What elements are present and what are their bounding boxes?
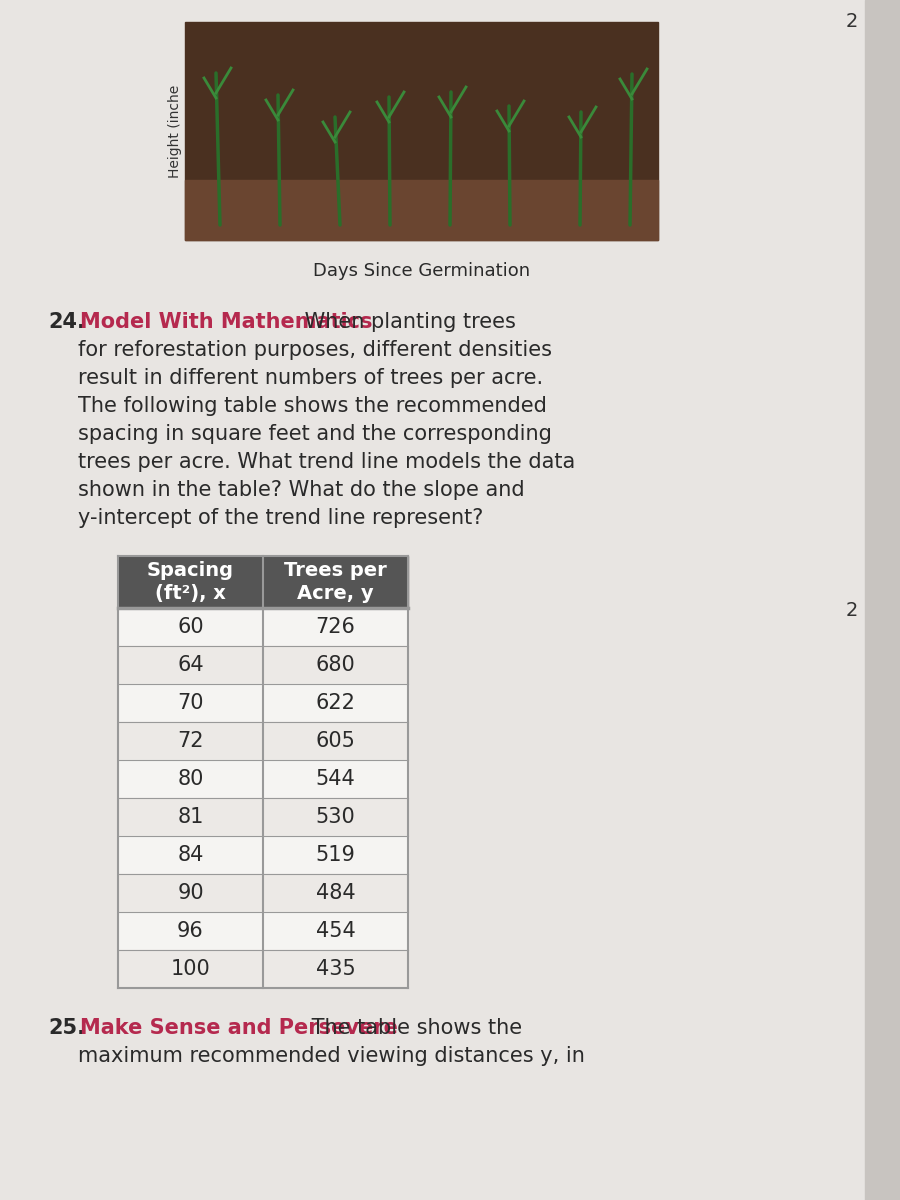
- Bar: [263, 950, 408, 988]
- Bar: [263, 836, 408, 874]
- Bar: [118, 760, 263, 798]
- Text: shown in the table? What do the slope and: shown in the table? What do the slope an…: [78, 480, 525, 500]
- Text: Height (inche: Height (inche: [168, 84, 182, 178]
- Text: The following table shows the recommended: The following table shows the recommende…: [78, 396, 547, 416]
- Text: result in different numbers of trees per acre.: result in different numbers of trees per…: [78, 368, 543, 388]
- Bar: [118, 912, 263, 950]
- Bar: [185, 22, 658, 240]
- Text: Trees per
Acre, y: Trees per Acre, y: [284, 560, 387, 604]
- Text: 64: 64: [177, 655, 203, 674]
- Text: 680: 680: [316, 655, 356, 674]
- Bar: [263, 608, 408, 646]
- Text: When planting trees: When planting trees: [298, 312, 516, 332]
- Text: 60: 60: [177, 617, 203, 637]
- Bar: [263, 760, 408, 798]
- Text: 2: 2: [846, 600, 858, 619]
- Text: 72: 72: [177, 731, 203, 751]
- Text: 84: 84: [177, 845, 203, 865]
- Text: 25.: 25.: [48, 1018, 85, 1038]
- Bar: [263, 722, 408, 760]
- Text: 81: 81: [177, 806, 203, 827]
- Text: Model With Mathematics: Model With Mathematics: [80, 312, 373, 332]
- Bar: [118, 874, 263, 912]
- Text: 100: 100: [171, 959, 211, 979]
- Text: maximum recommended viewing distances y, in: maximum recommended viewing distances y,…: [78, 1046, 585, 1066]
- Text: 96: 96: [177, 922, 204, 941]
- Bar: [118, 646, 263, 684]
- Bar: [263, 874, 408, 912]
- Text: y-intercept of the trend line represent?: y-intercept of the trend line represent?: [78, 508, 483, 528]
- Text: 2: 2: [846, 12, 858, 31]
- Text: 519: 519: [316, 845, 356, 865]
- Bar: [118, 950, 263, 988]
- Bar: [263, 684, 408, 722]
- Text: The table shows the: The table shows the: [305, 1018, 522, 1038]
- Bar: [263, 646, 408, 684]
- Text: 454: 454: [316, 922, 356, 941]
- Bar: [118, 684, 263, 722]
- Text: 622: 622: [316, 692, 356, 713]
- Text: trees per acre. What trend line models the data: trees per acre. What trend line models t…: [78, 452, 575, 472]
- Text: for reforestation purposes, different densities: for reforestation purposes, different de…: [78, 340, 552, 360]
- Bar: [118, 722, 263, 760]
- Text: Spacing
(ft²), x: Spacing (ft²), x: [147, 560, 234, 604]
- Text: 484: 484: [316, 883, 356, 902]
- Text: Days Since Germination: Days Since Germination: [313, 262, 530, 280]
- Bar: [118, 556, 263, 608]
- Bar: [263, 912, 408, 950]
- Bar: [865, 0, 900, 1200]
- Text: 435: 435: [316, 959, 356, 979]
- Text: 605: 605: [316, 731, 356, 751]
- Bar: [118, 798, 263, 836]
- Text: 70: 70: [177, 692, 203, 713]
- Text: 726: 726: [316, 617, 356, 637]
- Bar: [118, 836, 263, 874]
- Bar: [263, 556, 408, 608]
- Text: 80: 80: [177, 769, 203, 790]
- Bar: [263, 798, 408, 836]
- Bar: [185, 180, 658, 240]
- Bar: [118, 608, 263, 646]
- Text: 530: 530: [316, 806, 356, 827]
- Text: 90: 90: [177, 883, 203, 902]
- Text: 544: 544: [316, 769, 356, 790]
- Text: spacing in square feet and the corresponding: spacing in square feet and the correspon…: [78, 424, 552, 444]
- Text: Make Sense and Persevere: Make Sense and Persevere: [80, 1018, 398, 1038]
- Text: 24.: 24.: [48, 312, 85, 332]
